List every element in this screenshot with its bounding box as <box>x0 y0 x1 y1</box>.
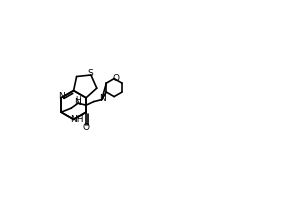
Text: N: N <box>74 98 81 107</box>
Text: S: S <box>87 69 93 78</box>
Text: N: N <box>58 92 64 101</box>
Text: N: N <box>99 94 106 103</box>
Text: O: O <box>112 74 120 83</box>
Text: O: O <box>82 123 90 132</box>
Text: H: H <box>75 96 81 105</box>
Text: NH: NH <box>70 115 83 124</box>
